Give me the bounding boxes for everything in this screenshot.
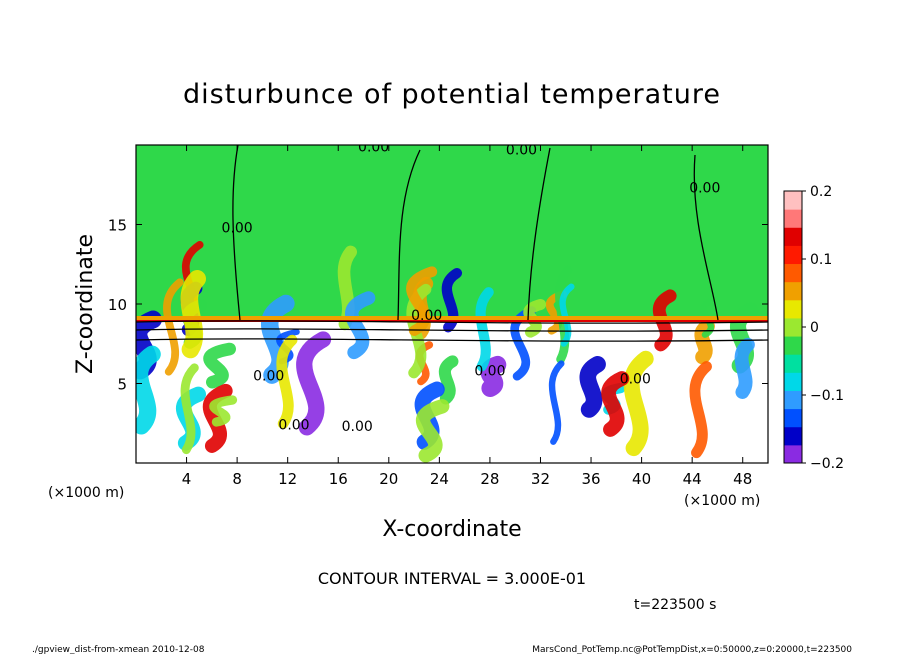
turbulence-streak <box>203 342 236 389</box>
colorbar-segment <box>784 299 802 319</box>
turbulence-streak <box>601 371 630 437</box>
turbulence-streak <box>180 363 199 455</box>
turbulence-streak <box>475 287 494 372</box>
y-axis: 5 10 15 <box>108 217 768 394</box>
x-tick-label: 36 <box>581 470 600 488</box>
contour-label: 0.00 <box>620 372 651 388</box>
turbulence-streak <box>548 360 565 445</box>
contour-label: 0.00 <box>253 368 284 384</box>
turbulence-streak <box>180 270 206 359</box>
colorbar-tick-label: −0.1 <box>810 388 844 404</box>
turbulence-streak <box>545 290 567 335</box>
y-tick-label: 10 <box>108 296 127 314</box>
contour-label: 0.00 <box>506 143 537 159</box>
contour-line <box>136 338 768 342</box>
contour-line <box>397 149 421 321</box>
inversion-band <box>136 320 768 322</box>
x-tick-label: 24 <box>430 470 449 488</box>
turbulence-streak <box>438 355 459 405</box>
contour-label: 0.00 <box>278 418 309 434</box>
turbulence-streak <box>406 266 438 336</box>
turbulence-streak <box>623 350 654 457</box>
colorbar-segment <box>784 372 802 391</box>
x-tick-label: 8 <box>232 470 242 488</box>
colorbar-segment <box>784 426 802 446</box>
colorbar-tick-label: −0.2 <box>810 456 844 472</box>
turbulence-streak <box>415 399 450 463</box>
x-axis: 4 8 12 16 20 24 28 32 36 40 44 48 <box>182 145 752 488</box>
turbulence-streak <box>579 356 606 418</box>
colorbar-segment <box>784 317 802 337</box>
colorbar-tick-label: 0.1 <box>810 252 832 268</box>
x-tick-label: 12 <box>278 470 297 488</box>
turbulence-streak <box>136 345 161 435</box>
contour-label: 0.00 <box>689 181 720 197</box>
inversion-band <box>136 316 768 320</box>
x-tick-label: 28 <box>480 470 499 488</box>
contour-line <box>136 320 768 324</box>
colorbar-segment <box>784 408 802 428</box>
turbulence-streak <box>689 361 712 459</box>
plot-area <box>136 145 768 463</box>
contour-label: 0.00 <box>474 364 505 380</box>
contour-label: 0.00 <box>222 220 253 236</box>
x-tick-label: 16 <box>329 470 348 488</box>
turbulence-streak <box>559 283 575 347</box>
contour-lines <box>136 145 768 342</box>
colorbar-segment <box>784 281 802 301</box>
chart-title: disturbunce of potential temperature <box>183 79 721 110</box>
colorbar-segment <box>784 245 802 265</box>
x-unit-right: (×1000 m) <box>684 493 760 509</box>
contour-labels: 0.00 0.00 0.00 0.00 0.00 0.00 0.00 0.00 0.00 0.00 <box>222 139 721 435</box>
y-tick-label: 5 <box>117 376 127 394</box>
footer-right: MarsCond_PotTemp.nc@PotTempDist,x=0:5000… <box>532 645 852 654</box>
colorbar-segment <box>784 336 802 355</box>
turbulence-streak <box>296 331 332 436</box>
contour-label: 0.00 <box>342 419 373 435</box>
footer-left: ./gpview_dist-from-xmean 2010-12-08 <box>32 645 205 654</box>
contour-line <box>527 147 551 321</box>
turbulence-streak <box>276 334 298 429</box>
x-tick-label: 20 <box>379 470 398 488</box>
contour-line <box>136 328 768 332</box>
contour-line <box>232 145 241 321</box>
turbulence-streak <box>480 355 507 397</box>
x-tick-label: 4 <box>182 470 192 488</box>
colorbar-segment <box>784 209 802 228</box>
colorbar-segment <box>784 444 802 464</box>
turbulence-streak <box>694 319 715 365</box>
x-tick-label: 48 <box>733 470 752 488</box>
x-tick-label: 32 <box>531 470 550 488</box>
x-tick-label: 44 <box>683 470 702 488</box>
colorbar-segment <box>784 263 802 283</box>
turbulence-streak <box>209 395 238 427</box>
x-unit-left: (×1000 m) <box>48 485 124 501</box>
colorbar-tick-label: 0 <box>810 320 819 336</box>
turbulence-streak <box>163 278 184 376</box>
colorbar-segment <box>784 354 802 373</box>
colorbar-frame <box>783 190 803 464</box>
colorbar-segment <box>784 390 802 410</box>
colorbar-segment <box>784 191 802 210</box>
y-tick-label: 15 <box>108 217 127 235</box>
colorbar: 0.2 0.1 0 −0.1 −0.2 <box>784 184 844 472</box>
x-axis-label: X-coordinate <box>382 517 521 542</box>
colorbar-tick-label: 0.2 <box>810 184 832 200</box>
turbulence-streak <box>345 291 376 360</box>
contour-line <box>693 154 719 321</box>
turbulent-layer <box>136 240 768 463</box>
contour-label: 0.00 <box>358 139 389 155</box>
colorbar-segment <box>784 227 802 246</box>
contour-label: 0.00 <box>411 308 442 324</box>
time-label: t=223500 s <box>634 597 716 613</box>
x-tick-label: 40 <box>632 470 651 488</box>
turbulence-streak <box>734 337 755 399</box>
contour-interval: CONTOUR INTERVAL = 3.000E-01 <box>318 569 586 588</box>
y-axis-label: Z-coordinate <box>73 234 98 374</box>
